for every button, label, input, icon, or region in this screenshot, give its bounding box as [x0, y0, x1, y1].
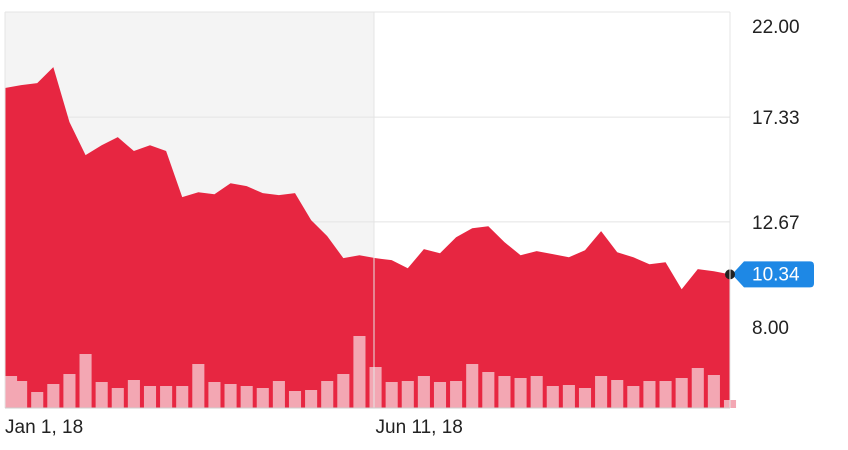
volume-bar: [611, 380, 624, 408]
volume-bar: [385, 382, 398, 408]
price-area: [5, 67, 730, 408]
volume-bar: [417, 376, 430, 408]
y-tick-label: 22.00: [752, 17, 800, 38]
volume-bar: [305, 390, 318, 408]
volume-bar: [337, 374, 350, 408]
volume-bar: [111, 388, 124, 408]
volume-bar: [208, 382, 221, 408]
volume-bar: [31, 392, 44, 408]
x-tick-label: Jan 1, 18: [5, 417, 83, 438]
volume-bar: [369, 367, 382, 408]
volume-bar: [127, 380, 140, 408]
last-value-tag: [732, 261, 814, 288]
volume-bar: [433, 382, 447, 408]
volume-bar: [224, 384, 237, 408]
y-tick-label: 17.33: [752, 108, 800, 129]
volume-bar: [514, 378, 527, 408]
volume-bar: [401, 381, 414, 408]
volume-bar: [546, 386, 559, 408]
volume-bar: [498, 376, 511, 408]
volume-bar: [63, 374, 76, 408]
volume-bar: [450, 381, 463, 408]
volume-bar: [47, 384, 60, 408]
volume-bar: [143, 386, 157, 408]
volume-bar: [288, 391, 302, 408]
volume-bar: [691, 368, 704, 408]
volume-bar: [530, 376, 543, 408]
volume-bar: [643, 381, 656, 408]
last-value-label: 10.34: [752, 264, 800, 285]
y-tick-label: 8.00: [752, 318, 789, 339]
volume-bar: [659, 381, 672, 408]
volume-bar: [15, 381, 28, 408]
volume-bar: [256, 388, 269, 408]
volume-bar: [272, 381, 285, 408]
volume-bar: [79, 354, 92, 408]
labels: 22.00 17.33 12.67 8.00 Jan 1, 18 Jun 11, 18 10…: [5, 17, 800, 438]
volume-bar: [578, 388, 592, 408]
volume-bar: [675, 378, 688, 408]
volume-bar: [595, 376, 608, 408]
x-tick-label: Jun 11, 18: [376, 417, 463, 438]
volume-bar: [627, 386, 640, 408]
volume-bar: [466, 364, 479, 408]
plot: [5, 67, 814, 408]
volume-bar: [482, 372, 495, 408]
volume-bar: [5, 376, 18, 408]
y-tick-label: 12.67: [752, 213, 800, 234]
volume-bar: [192, 364, 205, 408]
volume-bar: [95, 382, 108, 408]
volume-bar: [707, 375, 720, 408]
volume-bar: [562, 385, 575, 408]
volume-bar: [321, 381, 334, 408]
volume-bar: [353, 336, 366, 408]
volume-bar: [240, 386, 253, 408]
volume-bar: [160, 386, 173, 408]
volume-bar: [176, 386, 189, 408]
